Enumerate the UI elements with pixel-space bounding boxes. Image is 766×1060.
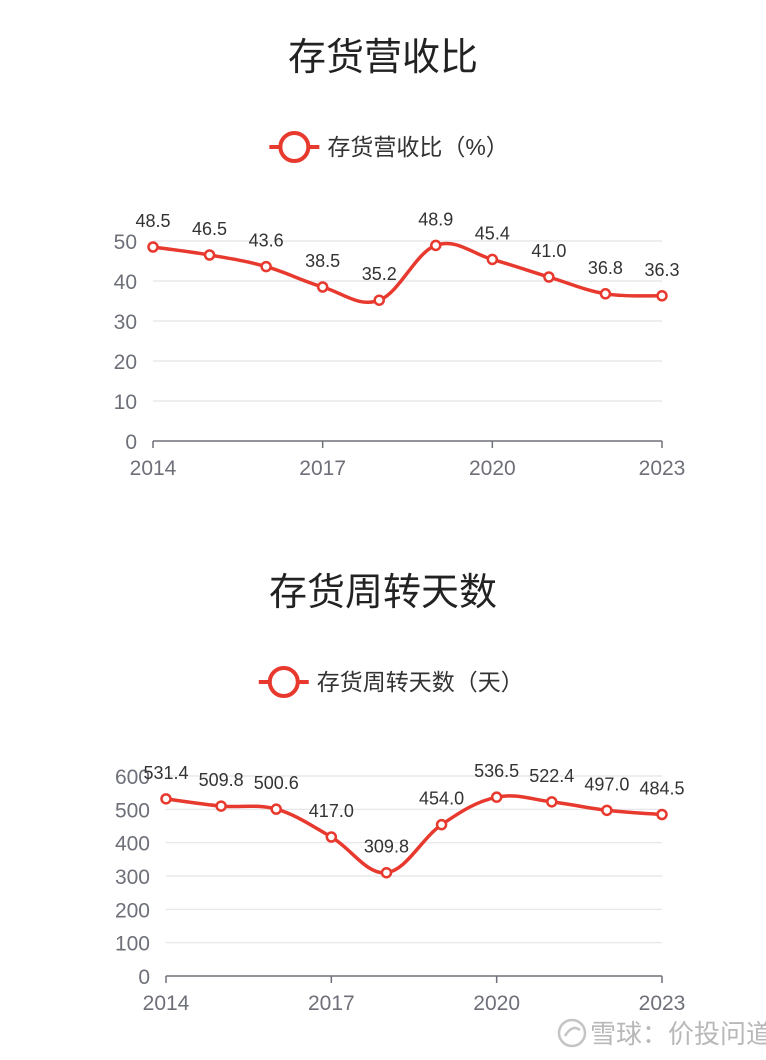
data-label: 522.4 bbox=[529, 766, 574, 786]
data-point[interactable] bbox=[656, 290, 668, 302]
data-point[interactable] bbox=[601, 804, 613, 817]
legend-marker-icon bbox=[267, 666, 300, 698]
y-tick-label: 600 bbox=[115, 766, 150, 789]
data-label: 43.6 bbox=[249, 231, 284, 251]
y-tick-label: 0 bbox=[125, 431, 137, 454]
data-point[interactable] bbox=[490, 791, 503, 803]
legend-label: 存货周转天数（天） bbox=[317, 669, 524, 695]
data-point[interactable] bbox=[203, 249, 216, 261]
data-point[interactable] bbox=[373, 294, 385, 306]
legend-label: 存货营收比（%） bbox=[327, 134, 508, 160]
legend[interactable]: 存货周转天数（天） bbox=[258, 666, 524, 698]
x-tick-label: 2017 bbox=[299, 457, 346, 480]
y-tick-label: 40 bbox=[114, 271, 137, 294]
y-tick-label: 500 bbox=[115, 799, 150, 822]
data-label: 309.8 bbox=[364, 837, 409, 857]
data-label: 536.5 bbox=[474, 761, 519, 781]
data-label: 500.6 bbox=[254, 773, 299, 793]
watermark: 雪球：价投问道 bbox=[557, 1018, 766, 1049]
data-label: 497.0 bbox=[584, 774, 629, 794]
data-point[interactable] bbox=[260, 260, 272, 273]
data-label: 41.0 bbox=[531, 241, 566, 261]
data-label: 45.4 bbox=[475, 223, 510, 243]
x-tick-label: 2017 bbox=[308, 992, 355, 1015]
data-label: 48.9 bbox=[418, 209, 453, 229]
y-tick-label: 30 bbox=[114, 311, 137, 334]
y-tick-label: 300 bbox=[115, 866, 150, 889]
legend[interactable]: 存货营收比（%） bbox=[269, 131, 509, 163]
y-tick-label: 100 bbox=[115, 933, 150, 956]
data-label: 36.8 bbox=[588, 258, 623, 278]
data-point[interactable] bbox=[380, 866, 393, 879]
data-label: 36.3 bbox=[644, 260, 679, 280]
data-point[interactable] bbox=[270, 803, 282, 815]
data-point[interactable] bbox=[430, 239, 442, 252]
data-label: 484.5 bbox=[639, 779, 684, 799]
data-point[interactable] bbox=[486, 253, 499, 266]
data-point[interactable] bbox=[599, 288, 612, 300]
y-tick-label: 10 bbox=[114, 391, 137, 414]
y-tick-label: 200 bbox=[115, 899, 150, 922]
data-point[interactable] bbox=[147, 241, 159, 253]
snowball-logo-icon bbox=[557, 1018, 587, 1048]
x-tick-label: 2023 bbox=[639, 457, 686, 480]
data-label: 48.5 bbox=[135, 211, 170, 231]
data-point[interactable] bbox=[543, 271, 555, 283]
data-point[interactable] bbox=[435, 818, 448, 831]
data-label: 38.5 bbox=[305, 251, 340, 271]
x-tick-label: 2020 bbox=[469, 457, 516, 480]
data-point[interactable] bbox=[656, 808, 668, 821]
data-label: 509.8 bbox=[199, 770, 244, 790]
data-point[interactable] bbox=[160, 793, 172, 805]
data-point[interactable] bbox=[325, 831, 338, 843]
chart-title: 存货周转天数 bbox=[269, 570, 497, 614]
legend-marker-icon bbox=[278, 131, 311, 163]
series-line bbox=[165, 794, 663, 875]
data-point[interactable] bbox=[316, 281, 329, 293]
data-point[interactable] bbox=[215, 800, 227, 812]
series-line bbox=[152, 241, 663, 304]
data-label: 417.0 bbox=[309, 801, 354, 821]
x-tick-label: 2020 bbox=[473, 992, 520, 1015]
data-point[interactable] bbox=[546, 796, 558, 808]
x-tick-label: 2023 bbox=[639, 992, 686, 1015]
chart-title: 存货营收比 bbox=[288, 35, 478, 79]
watermark-text: 雪球：价投问道 bbox=[590, 1019, 766, 1049]
data-label: 531.4 bbox=[143, 763, 188, 783]
x-tick-label: 2014 bbox=[130, 457, 177, 480]
y-tick-label: 400 bbox=[115, 833, 150, 856]
y-tick-label: 20 bbox=[114, 351, 137, 374]
data-label: 46.5 bbox=[192, 219, 227, 239]
y-tick-label: 0 bbox=[138, 966, 150, 989]
data-label: 35.2 bbox=[362, 264, 397, 284]
data-label: 454.0 bbox=[419, 789, 464, 809]
y-tick-label: 50 bbox=[114, 231, 137, 254]
x-tick-label: 2014 bbox=[143, 992, 190, 1015]
